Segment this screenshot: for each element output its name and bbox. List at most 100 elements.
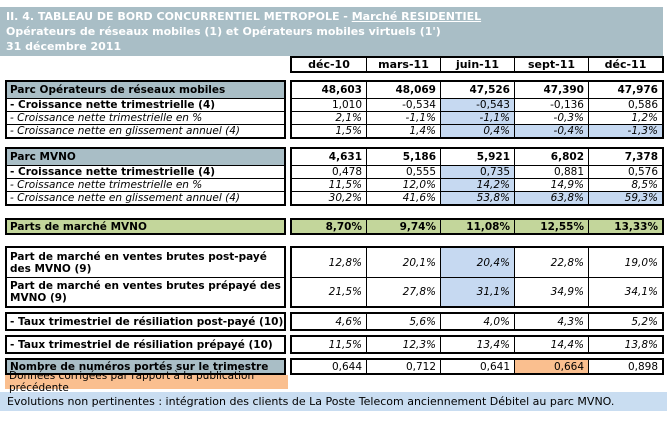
- column-header-sept-11: sept-11: [514, 58, 588, 71]
- cell-mars-11: 48,069: [366, 82, 440, 98]
- data-columns: 12,8% 20,1% 20,4% 22,8% 19,0% 21,5% 27,8% 31,1%…: [290, 246, 664, 308]
- label-column: Parts de marché MVNO: [5, 218, 286, 235]
- report-title-market-link[interactable]: Marché RESIDENTIEL: [351, 10, 482, 23]
- cell-juin-11: 13,4%: [440, 337, 514, 352]
- cell-sept-11: -0,4%: [514, 124, 588, 137]
- data-columns: 11,5% 12,3% 13,4% 14,4% 13,8%: [290, 335, 664, 354]
- cell-déc-11: 13,8%: [588, 337, 662, 352]
- cell-juin-11: 0,641: [440, 360, 514, 373]
- section-parc-mvno: Parc MVNO - Croissance nette trimestriell…: [5, 147, 669, 206]
- label-column: Parc Opérateurs de réseaux mobiles - Croi…: [5, 80, 286, 139]
- column-header-déc-11: déc-11: [588, 58, 662, 71]
- report-page: II. 4. TABLEAU DE BORD CONCURRENTIEL MET…: [0, 7, 669, 411]
- label-column: Nombre de numéros portés sur le trimestr…: [5, 358, 286, 375]
- cell-déc-10: 30,2%: [292, 191, 366, 204]
- row-label: - Croissance nette en glissement annuel …: [7, 124, 284, 137]
- cell-sept-11: 14,4%: [514, 337, 588, 352]
- cell-déc-10: 11,5%: [292, 178, 366, 191]
- cell-déc-10: 0,644: [331, 360, 362, 373]
- row-label: Nombre de numéros portés sur le trimestr…: [7, 360, 284, 373]
- report-header: II. 4. TABLEAU DE BORD CONCURRENTIEL MET…: [0, 7, 663, 56]
- cell-sept-11: 0,881: [514, 165, 588, 178]
- data-columns: 8,70% 9,74% 11,08% 12,55% 13,33%: [290, 218, 664, 235]
- data-columns: 4,631 5,186 5,921 6,802 7,378 0,478 0,555 0,735…: [290, 147, 664, 206]
- cell-déc-10: 4,6%: [335, 315, 362, 328]
- cell-sept-11: 47,390: [514, 82, 588, 98]
- cell-mars-11: -0,534: [366, 98, 440, 111]
- cell-déc-11: 19,0%: [588, 248, 662, 277]
- cell-mars-11: 0,555: [366, 165, 440, 178]
- cell-sept-11: 12,55%: [514, 220, 588, 233]
- cell-mars-11: 20,1%: [366, 248, 440, 277]
- cell-juin-11: 0,4%: [440, 124, 514, 137]
- data-columns: 0,644 0,712 0,641 0,664 0,898: [290, 358, 664, 375]
- cell-juin-11: 53,8%: [440, 191, 514, 204]
- cell-déc-11: 1,2%: [588, 111, 662, 124]
- cell-mars-11: -1,1%: [366, 111, 440, 124]
- row-label: Part de marché en ventes brutes post-pay…: [10, 250, 267, 275]
- cell-juin-11: 11,08%: [440, 220, 514, 233]
- cell-mars-11: 5,186: [366, 149, 440, 165]
- cell-déc-10: 12,8%: [328, 256, 362, 269]
- legend-corrected-data: Données corrigées par rapport à la publi…: [5, 370, 288, 394]
- cell-mars-11: 12,0%: [366, 178, 440, 191]
- report-title: II. 4. TABLEAU DE BORD CONCURRENTIEL MET…: [6, 9, 659, 24]
- row-label: - Croissance nette en glissement annuel …: [7, 191, 284, 204]
- cell-déc-10: 21,5%: [292, 277, 366, 306]
- row-label: - Croissance nette trimestrielle en %: [7, 178, 284, 191]
- cell-sept-11: -0,3%: [514, 111, 588, 124]
- section-numeros-portes: Nombre de numéros portés sur le trimestr…: [5, 358, 669, 375]
- label-column: - Taux trimestriel de résiliation prépay…: [5, 335, 286, 354]
- cell-déc-11: 13,33%: [588, 220, 662, 233]
- cell-déc-11: 34,1%: [588, 277, 662, 306]
- cell-sept-11: 14,9%: [514, 178, 588, 191]
- cell-déc-10: 1,5%: [292, 124, 366, 137]
- label-column: Part de marché en ventes brutes post-pay…: [5, 246, 286, 308]
- cell-déc-10: 0,478: [292, 165, 366, 178]
- cell-juin-11: 31,1%: [440, 277, 514, 306]
- cell-juin-11: -0,543: [440, 98, 514, 111]
- cell-déc-11: 5,2%: [588, 314, 662, 329]
- cell-sept-11: 6,802: [514, 149, 588, 165]
- row-label: - Croissance nette trimestrielle en %: [7, 111, 284, 124]
- row-label: Parc Opérateurs de réseaux mobiles: [7, 82, 284, 98]
- row-label: - Taux trimestriel de résiliation post-p…: [10, 315, 284, 328]
- cell-déc-11: 7,378: [588, 149, 662, 165]
- cell-déc-10: 1,010: [292, 98, 366, 111]
- cell-juin-11: -1,1%: [440, 111, 514, 124]
- cell-déc-11: 47,976: [588, 82, 662, 98]
- section-resiliation-post-paye: - Taux trimestriel de résiliation post-p…: [5, 312, 669, 331]
- cell-déc-10: 2,1%: [292, 111, 366, 124]
- row-label: Part de marché en ventes brutes prépayé …: [7, 277, 284, 306]
- cell-mars-11: 0,712: [366, 360, 440, 373]
- section-resiliation-prepaye: - Taux trimestriel de résiliation prépay…: [5, 335, 669, 354]
- dashboard-table: déc-10 mars-11 juin-11 sept-11 déc-11 Parc Op…: [5, 56, 669, 375]
- cell-mars-11: 12,3%: [366, 337, 440, 352]
- cell-déc-11: 59,3%: [588, 191, 662, 204]
- cell-déc-10: 11,5%: [328, 338, 362, 351]
- cell-sept-11: 4,3%: [514, 314, 588, 329]
- cell-mars-11: 41,6%: [366, 191, 440, 204]
- cell-sept-11: 34,9%: [514, 277, 588, 306]
- report-subtitle: Opérateurs de réseaux mobiles (1) et Opé…: [6, 25, 441, 38]
- cell-déc-11: 8,5%: [588, 178, 662, 191]
- cell-mars-11: 1,4%: [366, 124, 440, 137]
- column-header-déc-10: déc-10: [308, 58, 350, 71]
- section-ventes-brutes-mvno: Part de marché en ventes brutes post-pay…: [5, 246, 669, 308]
- column-header-juin-11: juin-11: [440, 58, 514, 71]
- cell-juin-11: 14,2%: [440, 178, 514, 191]
- row-label: Parc MVNO: [7, 149, 284, 165]
- cell-juin-11: 4,0%: [440, 314, 514, 329]
- row-label: Parts de marché MVNO: [7, 220, 284, 233]
- cell-sept-11: 63,8%: [514, 191, 588, 204]
- report-title-text: II. 4. TABLEAU DE BORD CONCURRENTIEL MET…: [6, 10, 352, 23]
- cell-juin-11: 5,921: [440, 149, 514, 165]
- row-label: - Taux trimestriel de résiliation prépay…: [10, 338, 273, 351]
- label-column: Parc MVNO - Croissance nette trimestriell…: [5, 147, 286, 206]
- row-label: - Croissance nette trimestrielle (4): [7, 98, 284, 111]
- section-parts-de-marche-mvno: Parts de marché MVNO 8,70% 9,74% 11,08% 12,5…: [5, 218, 669, 235]
- report-date: 31 décembre 2011: [6, 40, 122, 53]
- cell-déc-10: 8,70%: [292, 220, 366, 233]
- cell-mars-11: 9,74%: [366, 220, 440, 233]
- label-column: - Taux trimestriel de résiliation post-p…: [5, 312, 286, 331]
